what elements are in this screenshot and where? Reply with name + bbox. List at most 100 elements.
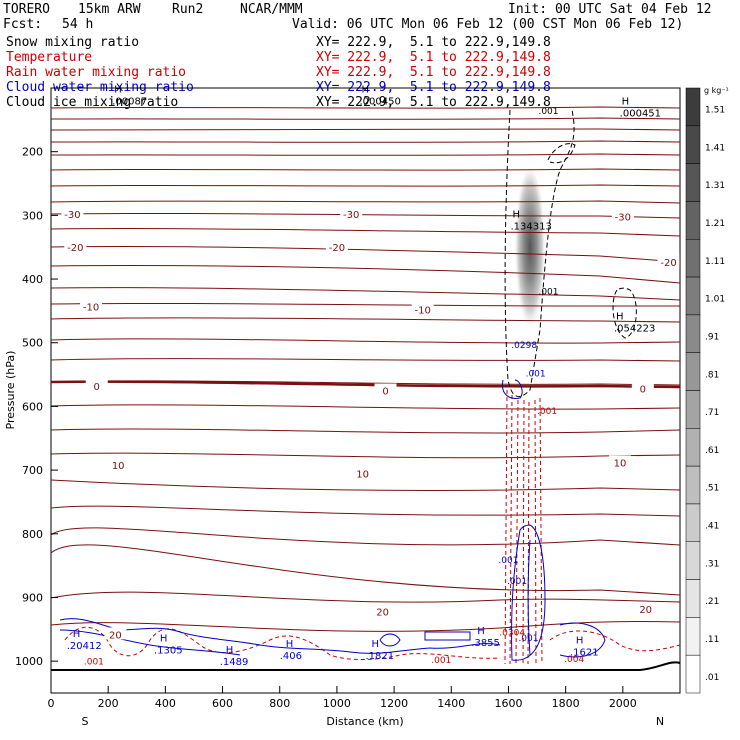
y-axis: 200 300 400 500 600 700 800 900 1000 xyxy=(15,146,58,668)
contour-value-label: .004 xyxy=(564,655,584,665)
plot-frame xyxy=(50,87,681,694)
temp-label-bg xyxy=(657,254,680,267)
x-tick-label: 400 xyxy=(155,697,176,710)
colorbar-swatch xyxy=(685,276,701,316)
colorbar-label: .21 xyxy=(705,597,719,607)
x-tick-label: 1400 xyxy=(437,697,465,710)
colorbar-label: .11 xyxy=(705,635,719,645)
contour-value-label: .001 xyxy=(518,634,538,644)
legend-rain: Rain water mixing ratio xyxy=(6,65,187,80)
colorbar-label: 1.01 xyxy=(705,295,725,305)
contour-value-labels: .001.001.001.001.0298.001.001.001.0304.0… xyxy=(84,107,585,667)
colorbar-swatch xyxy=(685,541,701,580)
temp-label-bg xyxy=(411,302,434,315)
colorbar-swatch xyxy=(685,201,701,240)
legend-temperature-xy: XY= 222.9, 5.1 to 222.9,149.8 xyxy=(316,50,551,65)
model-name: TORERO xyxy=(3,2,50,17)
temp-contour-label: 10 xyxy=(112,461,125,472)
y-tick-label: 900 xyxy=(22,591,43,604)
temp-contour-label: -30 xyxy=(615,213,631,224)
y-tick-label: 800 xyxy=(22,528,43,541)
temp-label-bg xyxy=(340,207,363,220)
contour-value-label: .0298 xyxy=(511,341,537,351)
colorbar-label: .41 xyxy=(705,522,719,532)
temp-label-bg xyxy=(611,209,634,222)
snow-max-value: .000450 xyxy=(360,96,401,107)
colorbar-label: .91 xyxy=(705,332,719,342)
colorbar-unit: g kg⁻¹ xyxy=(704,86,729,95)
temp-contour-label: 10 xyxy=(614,458,627,469)
colorbar-label: .71 xyxy=(705,408,719,418)
x-tick-label: 1600 xyxy=(494,697,522,710)
snow-contours xyxy=(504,109,637,398)
legend-snow-xy: XY= 222.9, 5.1 to 222.9,149.8 xyxy=(316,35,551,50)
colorbar-swatch xyxy=(685,314,701,353)
forecast-value: 54 h xyxy=(62,17,94,32)
temp-label-bg xyxy=(631,381,654,394)
cloud-water-max-marker: H xyxy=(160,634,168,645)
temp-label-bg xyxy=(61,207,84,220)
org-label: NCAR/MMM xyxy=(240,2,303,17)
cloud-water-max-value: .3855 xyxy=(471,638,500,649)
contour-value-label: .001 xyxy=(526,369,546,379)
x-axis: 0 200 400 600 800 1000 1200 1400 1600 1800 2000 xyxy=(48,686,637,710)
x-tick-label: 1800 xyxy=(552,697,580,710)
temperature-labels: -30 -30 -30 -20 -20 -20 -10 -10 0 0 0 10 10 10 20 20 20 xyxy=(61,207,680,641)
cloud-water-max-value: .20412 xyxy=(67,641,102,652)
temp-label-bg xyxy=(371,604,394,617)
temp-label-bg xyxy=(85,379,108,392)
temp-contour-label: -20 xyxy=(67,243,83,254)
x-tick-label: 0 xyxy=(48,697,55,710)
temp-contour-label: 20 xyxy=(639,605,652,616)
model-resolution: 15km ARW xyxy=(78,2,141,17)
colorbar-label: .61 xyxy=(705,446,719,456)
temp-label-bg xyxy=(374,383,397,396)
colorbar-label: 1.11 xyxy=(705,257,725,267)
temp-contour-label: 20 xyxy=(376,607,389,618)
valid-time: Valid: 06 UTC Mon 06 Feb 12 (00 CST Mon … xyxy=(292,17,684,32)
cloud-water-max-value: .1621 xyxy=(570,648,599,659)
colorbar-swatch xyxy=(685,87,701,127)
x-axis-south: S xyxy=(82,715,89,728)
zero-degree-contour xyxy=(50,380,681,389)
cloud-water-max-marker: H xyxy=(73,629,81,640)
legend-temperature: Temperature xyxy=(6,50,93,65)
terrain-line xyxy=(51,661,681,671)
colorbar-swatch xyxy=(685,125,701,164)
temp-contour-label: -30 xyxy=(64,210,80,221)
colorbar-label: .51 xyxy=(705,484,719,494)
temp-contour-label: 10 xyxy=(356,469,369,480)
init-time: Init: 00 UTC Sat 04 Feb 12 xyxy=(508,2,712,17)
temp-label-bg xyxy=(104,627,127,640)
legend-rain-xy: XY= 222.9, 5.1 to 222.9,149.8 xyxy=(316,65,551,80)
y-tick-label: 400 xyxy=(22,273,43,286)
snow-max-marker: H xyxy=(512,210,520,221)
temp-contour-label: -10 xyxy=(83,302,99,313)
temp-contour-label: 0 xyxy=(382,387,388,398)
colorbar-label: 1.51 xyxy=(705,106,725,116)
x-axis-label: Distance (km) xyxy=(326,715,403,728)
y-axis-label: Pressure (hPa) xyxy=(4,351,17,430)
contour-value-label: .0304 xyxy=(499,629,525,639)
rain-contours xyxy=(64,389,681,665)
y-tick-label: 1000 xyxy=(15,655,43,668)
colorbar-label: 1.41 xyxy=(705,143,725,153)
temp-contour-label: -20 xyxy=(660,258,676,269)
colorbar-label: 1.31 xyxy=(705,181,725,191)
colorbar-label: .81 xyxy=(705,370,719,380)
colorbar-swatch xyxy=(685,617,701,656)
colorbar: 1.51 1.41 1.31 1.21 1.11 1.01 .91 .81 .71 .61 .51.… xyxy=(685,87,725,694)
y-tick-label: 300 xyxy=(22,209,43,222)
contour-value-label: .001 xyxy=(431,656,451,666)
cloud-water-max-value: .406 xyxy=(280,651,302,662)
y-tick-label: 500 xyxy=(22,337,43,350)
snow-max-marker: H xyxy=(114,84,122,95)
x-tick-label: 2000 xyxy=(609,697,637,710)
temperature-contours xyxy=(50,106,681,632)
snow-max-value: .000451 xyxy=(620,108,661,119)
snow-max-marker: H xyxy=(362,84,370,95)
temp-label-bg xyxy=(351,466,374,479)
temp-label-bg xyxy=(80,299,103,312)
